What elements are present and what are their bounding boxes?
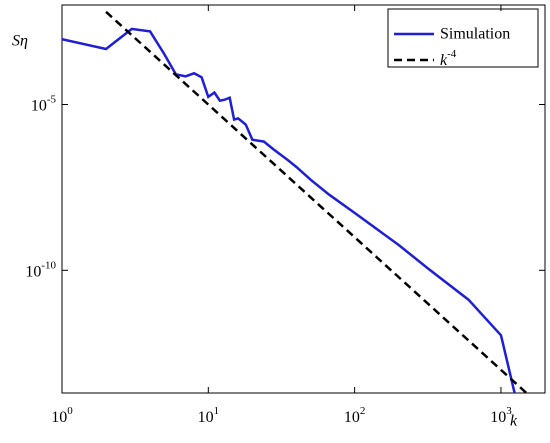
tick-label: 101: [198, 405, 220, 426]
series-line: [105, 10, 529, 393]
series-line: [62, 27, 516, 393]
tick-label: 103: [490, 405, 512, 426]
tick-label: 100: [51, 405, 73, 426]
legend-box: [387, 8, 539, 68]
legend-label: Simulation: [440, 26, 510, 43]
plot-area: [62, 10, 529, 393]
y-axis-label: Sη: [12, 33, 28, 50]
legend: Simulation k-4: [387, 8, 539, 69]
legend-label: k-4: [440, 48, 457, 69]
plot-frame: [61, 4, 546, 394]
x-axis-label: k: [510, 413, 518, 430]
tick-label: 102: [344, 405, 366, 426]
tick-label: 10-5: [31, 93, 57, 114]
tick-label: 10-10: [25, 259, 56, 280]
